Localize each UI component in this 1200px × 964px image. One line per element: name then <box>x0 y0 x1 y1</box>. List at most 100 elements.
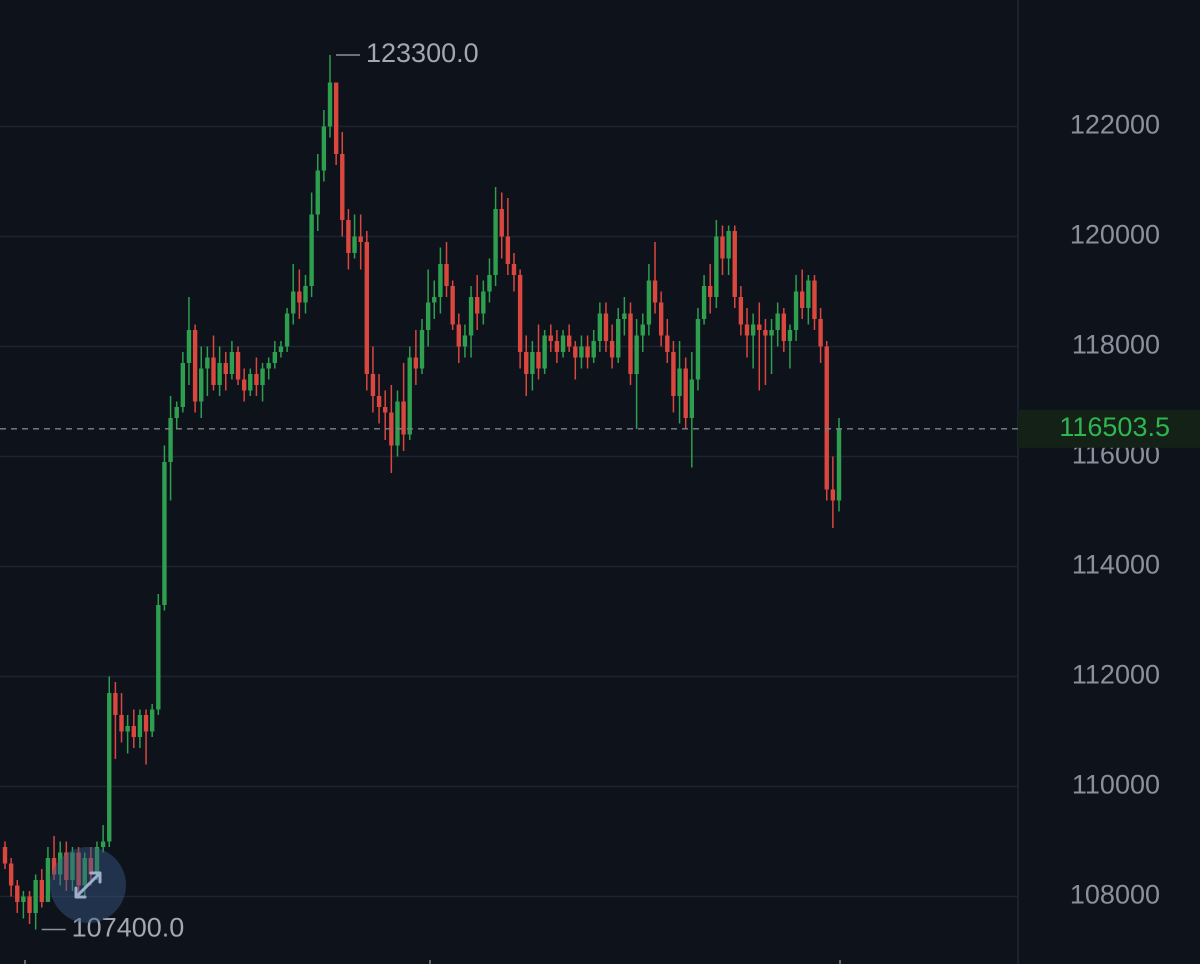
candle-body <box>156 605 161 710</box>
candle-body <box>775 313 780 330</box>
candle-body <box>383 407 388 413</box>
candle-body <box>186 330 192 363</box>
candle-body <box>548 335 553 341</box>
candle-body <box>530 352 535 374</box>
candle-body <box>8 863 14 886</box>
candle-body <box>425 302 431 330</box>
candle-body <box>824 346 829 490</box>
candle-body <box>524 352 529 374</box>
candle-body <box>94 847 100 875</box>
candle-body <box>573 346 578 358</box>
y-tick-label: 108000 <box>1070 880 1160 910</box>
candle-body <box>309 214 314 286</box>
y-tick-label: 110000 <box>1072 770 1160 800</box>
candle-body <box>566 335 572 347</box>
candle-body <box>284 313 290 347</box>
candle-body <box>818 319 823 347</box>
candle-body <box>211 357 216 385</box>
candle-body <box>395 401 400 446</box>
candle-body <box>248 374 253 391</box>
candle-body <box>241 379 247 391</box>
candle-body <box>456 324 461 347</box>
candles <box>2 55 842 930</box>
candle-body <box>33 880 38 913</box>
candle-body <box>671 352 676 396</box>
candle-body <box>217 363 222 385</box>
candle-body <box>223 363 228 374</box>
candle-body <box>131 726 136 737</box>
collapse-icon <box>74 871 102 899</box>
candle-body <box>695 319 701 380</box>
candle-body <box>665 335 670 352</box>
candle-body <box>340 154 345 220</box>
candle-body <box>419 330 425 369</box>
candle-body <box>88 858 94 875</box>
last-price-label: 116503.5 <box>1059 412 1170 442</box>
candle-body <box>769 330 774 336</box>
overlay: 123300.0 107400.0 116503.5 <box>0 38 1200 943</box>
candle-body <box>554 341 560 352</box>
collapse-button[interactable] <box>50 847 126 923</box>
candle-body <box>407 357 412 435</box>
extreme-marker-label: 123300.0 <box>366 38 479 68</box>
candle-body <box>162 462 167 605</box>
candle-body <box>321 126 327 171</box>
candle-body <box>781 313 787 341</box>
candle-body <box>125 726 130 732</box>
candle-body <box>401 401 406 435</box>
y-tick-label: 114000 <box>1072 550 1160 580</box>
candle-body <box>732 231 737 297</box>
candle-body <box>738 297 744 325</box>
candle-body <box>143 715 149 732</box>
candle-body <box>358 236 363 242</box>
candle-body <box>199 368 204 402</box>
candle-body <box>51 858 57 875</box>
candle-body <box>364 242 370 374</box>
candle-body <box>701 286 707 319</box>
candle-body <box>609 341 615 358</box>
candle-body <box>39 880 44 902</box>
candle-body <box>585 346 590 358</box>
grid: 1080001100001120001140001160001180001200… <box>0 110 1160 910</box>
candle-body <box>45 858 51 902</box>
candle-body <box>622 313 627 319</box>
candle-body <box>15 885 20 902</box>
candle-body <box>113 693 118 715</box>
candle-body <box>677 368 682 396</box>
candle-body <box>474 297 480 314</box>
candle-body <box>462 335 468 347</box>
y-tick-label: 120000 <box>1070 220 1160 250</box>
candle-body <box>57 852 63 875</box>
candle-body <box>468 297 474 336</box>
candle-body <box>376 396 382 407</box>
candle-body <box>192 330 198 402</box>
candle-body <box>333 82 339 154</box>
candle-body <box>787 330 793 341</box>
candle-body <box>689 379 695 418</box>
candle-body <box>315 170 320 215</box>
candle-body <box>180 363 186 407</box>
candle-body <box>64 852 69 880</box>
candle-body <box>82 858 87 886</box>
candle-body <box>493 209 498 275</box>
candle-body <box>646 280 652 325</box>
candle-body <box>254 374 259 385</box>
candle-body <box>229 352 235 374</box>
candle-body <box>352 236 357 253</box>
candle-body <box>487 275 492 292</box>
candle-body <box>432 297 437 303</box>
candle-body <box>720 236 725 259</box>
candle-body <box>76 852 81 886</box>
candle-body <box>266 363 271 369</box>
candle-body <box>297 291 302 303</box>
candle-body <box>505 236 511 264</box>
candle-body <box>137 715 143 737</box>
candle-body <box>107 693 112 842</box>
candle-body <box>683 368 688 418</box>
candle-body <box>174 407 179 418</box>
candle-body <box>413 357 419 369</box>
candle-body <box>560 335 566 352</box>
last-price-box <box>1018 409 1200 448</box>
candle-body <box>2 847 8 864</box>
